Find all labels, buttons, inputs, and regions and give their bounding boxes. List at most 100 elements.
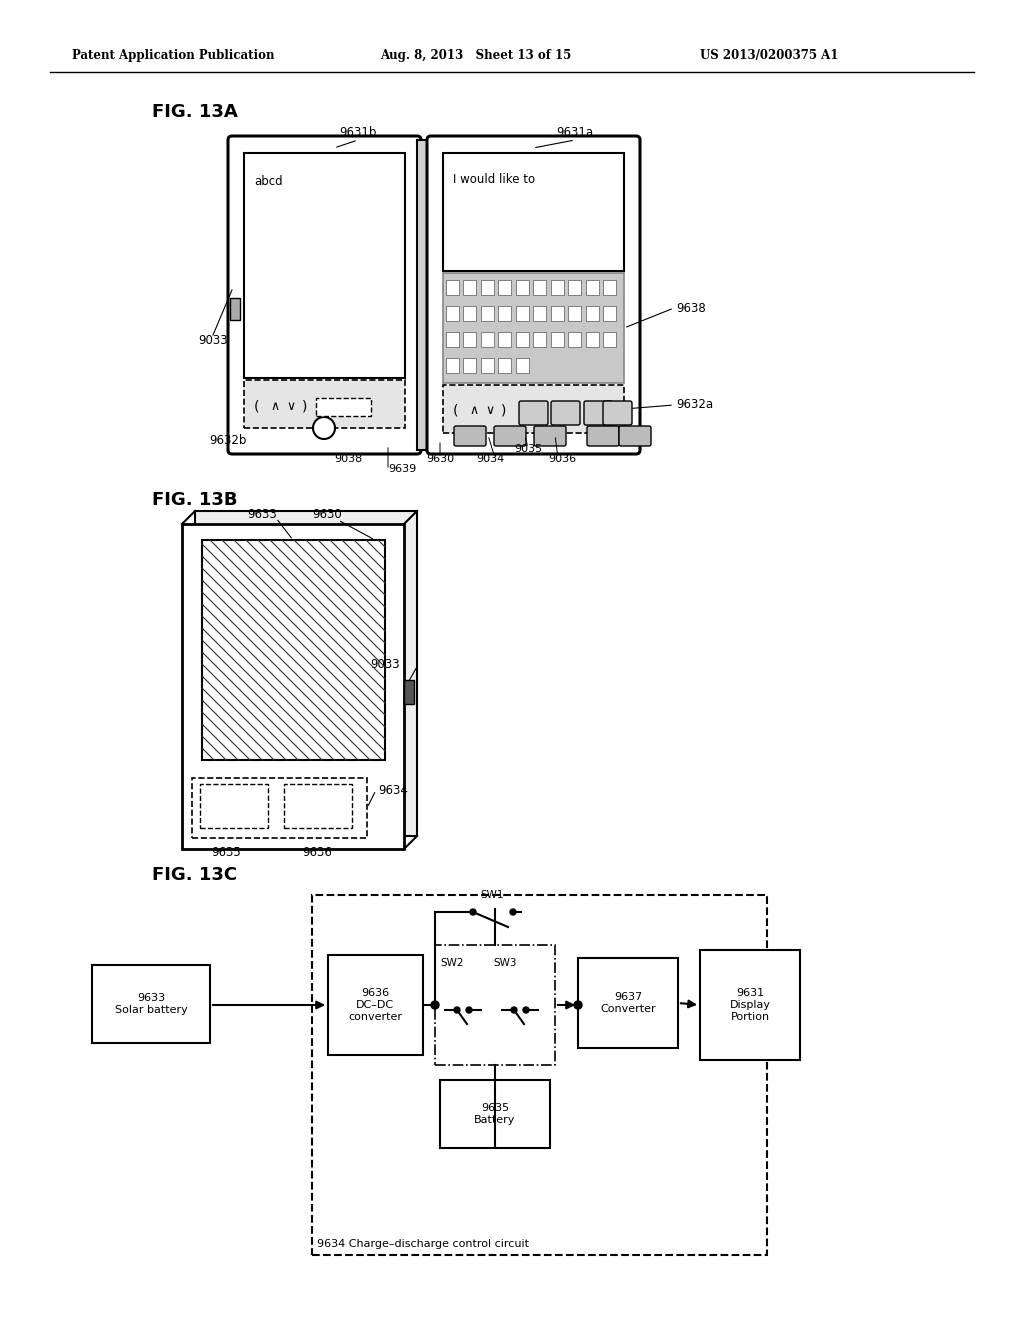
Bar [534,306,546,321]
Bar [516,306,529,321]
Bar [202,540,385,760]
FancyBboxPatch shape [551,401,580,425]
Bar [534,333,546,347]
Bar [516,333,529,347]
Bar [463,280,476,294]
Bar [193,777,367,838]
Text: 9038: 9038 [334,454,362,465]
Text: I would like to: I would like to [453,173,536,186]
Text: 9033: 9033 [370,659,399,672]
Text: 9631a: 9631a [556,127,594,140]
FancyBboxPatch shape [618,426,651,446]
Bar [586,280,599,294]
Text: (: ( [254,399,259,413]
Bar [230,298,240,319]
Bar [481,358,494,374]
Bar [244,153,406,378]
Text: Aug. 8, 2013   Sheet 13 of 15: Aug. 8, 2013 Sheet 13 of 15 [380,49,571,62]
Text: SW1: SW1 [480,890,504,900]
Text: (: ( [453,404,459,418]
Bar [463,306,476,321]
Text: US 2013/0200375 A1: US 2013/0200375 A1 [700,49,839,62]
Bar [446,280,459,294]
Bar [498,306,511,321]
FancyBboxPatch shape [584,401,613,425]
Bar [463,358,476,374]
FancyBboxPatch shape [454,426,486,446]
Bar [498,358,511,374]
Bar [443,273,624,383]
Bar [481,306,494,321]
Bar [700,950,800,1060]
Text: 9631
Display
Portion: 9631 Display Portion [729,989,770,1022]
Bar [446,358,459,374]
Text: 9036: 9036 [548,454,577,465]
Text: 9637
Converter: 9637 Converter [600,993,655,1014]
Bar [603,306,616,321]
Circle shape [313,417,335,440]
FancyBboxPatch shape [228,136,421,454]
Bar [463,333,476,347]
Circle shape [454,1007,460,1012]
Text: 9632a: 9632a [676,399,713,412]
Text: 9633
Solar battery: 9633 Solar battery [115,993,187,1015]
Bar [92,965,210,1043]
Bar [435,945,555,1065]
Bar [551,306,564,321]
FancyBboxPatch shape [427,136,640,454]
Bar [440,1080,550,1148]
Text: FIG. 13B: FIG. 13B [152,491,238,510]
Bar [586,306,599,321]
Bar [200,784,268,828]
Bar [195,511,417,836]
Bar [568,280,581,294]
Text: 9630: 9630 [426,454,454,465]
FancyBboxPatch shape [494,426,526,446]
Circle shape [511,1007,517,1012]
FancyBboxPatch shape [519,401,548,425]
Text: 9631b: 9631b [339,127,377,140]
Text: 9634 Charge–discharge control circuit: 9634 Charge–discharge control circuit [317,1239,529,1249]
Text: ∧: ∧ [469,404,478,417]
Bar [202,540,385,760]
Text: SW2: SW2 [440,958,464,968]
FancyBboxPatch shape [587,426,618,446]
Bar [328,954,423,1055]
Bar [417,140,431,450]
Text: 9638: 9638 [676,301,706,314]
Circle shape [470,909,476,915]
Bar [481,280,494,294]
Text: abcd: abcd [254,176,283,187]
FancyBboxPatch shape [603,401,632,425]
Text: ): ) [302,399,307,413]
Bar [443,385,624,433]
Bar [446,333,459,347]
Text: 9635
Battery: 9635 Battery [474,1104,516,1125]
Bar [316,399,371,416]
Bar [443,153,624,271]
Text: 9633: 9633 [247,507,276,520]
Circle shape [466,1007,472,1012]
Bar [534,280,546,294]
Bar [182,524,404,849]
Text: ): ) [501,404,507,418]
Text: 9630: 9630 [312,507,342,520]
Text: 9034: 9034 [476,454,504,465]
Bar [603,333,616,347]
Text: ∨: ∨ [286,400,295,412]
Bar [578,958,678,1048]
Circle shape [510,909,516,915]
Text: ∧: ∧ [270,400,280,412]
Circle shape [574,1001,582,1008]
Bar [481,333,494,347]
Text: 9634: 9634 [378,784,408,796]
Bar [603,280,616,294]
Text: 9635: 9635 [211,846,241,858]
Text: 9033: 9033 [199,334,227,346]
Text: 9636: 9636 [302,846,332,858]
Text: SW3: SW3 [493,958,516,968]
Circle shape [523,1007,529,1012]
FancyBboxPatch shape [534,426,566,446]
Bar [284,784,352,828]
Text: 9639: 9639 [388,465,416,474]
